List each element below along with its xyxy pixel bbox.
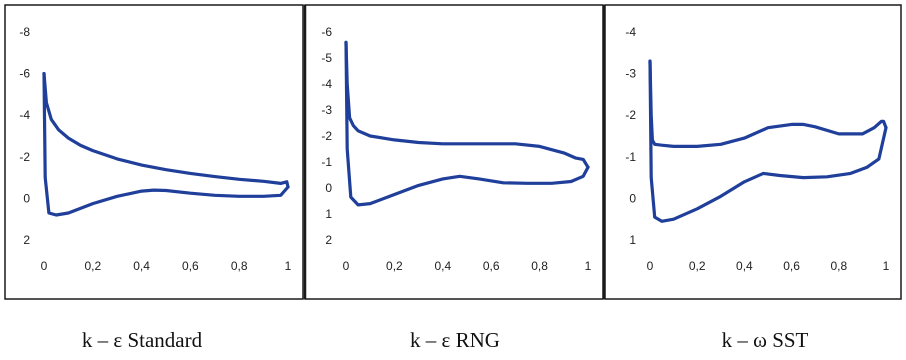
x-tick-label: 1 — [883, 259, 890, 273]
y-tick-label: -3 — [625, 67, 636, 81]
y-tick-label: -2 — [19, 150, 30, 164]
y-tick-label: -6 — [19, 67, 30, 81]
y-tick-label: -4 — [625, 25, 636, 39]
y-tick-label: -5 — [321, 51, 332, 65]
caption-sst: k – ω SST — [721, 328, 809, 352]
series-line-lower — [648, 59, 888, 223]
y-tick-label: -3 — [321, 103, 332, 117]
series-line-upper — [344, 40, 590, 169]
x-tick-label: 0,8 — [531, 259, 548, 273]
y-tick-label: -6 — [321, 25, 332, 39]
x-tick-label: 0,4 — [434, 259, 451, 273]
y-tick-label: 1 — [629, 233, 636, 247]
y-tick-label: -4 — [321, 77, 332, 91]
panel-border — [4, 4, 304, 300]
series-line-upper — [42, 72, 290, 189]
x-tick-label: 0 — [647, 259, 654, 273]
series-line-lower — [42, 72, 290, 217]
y-tick-label: 0 — [629, 191, 636, 205]
y-tick-label: -1 — [321, 155, 332, 169]
series-line-upper — [648, 59, 888, 148]
y-tick-label: 0 — [325, 181, 332, 195]
y-tick-label: -8 — [19, 25, 30, 39]
x-tick-label: 0 — [343, 259, 350, 273]
caption-standard: k – ε Standard — [81, 328, 203, 352]
y-tick-label: 0 — [23, 191, 30, 205]
y-tick-label: -4 — [19, 108, 30, 122]
x-tick-label: 1 — [285, 259, 292, 273]
y-tick-label: -2 — [625, 108, 636, 122]
x-tick-label: 0,4 — [736, 259, 753, 273]
caption-rng: k – ε RNG — [410, 328, 500, 352]
x-tick-label: 1 — [585, 259, 592, 273]
x-tick-label: 0,6 — [182, 259, 199, 273]
series-line-lower — [344, 40, 590, 207]
x-tick-label: 0,8 — [231, 259, 248, 273]
x-tick-label: 0,4 — [133, 259, 150, 273]
x-tick-label: 0,8 — [830, 259, 847, 273]
y-tick-label: -1 — [625, 150, 636, 164]
x-tick-label: 0,6 — [483, 259, 500, 273]
x-tick-label: 0,6 — [783, 259, 800, 273]
y-tick-label: 1 — [325, 207, 332, 221]
y-tick-label: 2 — [23, 233, 30, 247]
x-tick-label: 0 — [41, 259, 48, 273]
x-tick-label: 0,2 — [689, 259, 706, 273]
x-tick-label: 0,2 — [386, 259, 403, 273]
y-tick-label: 2 — [325, 233, 332, 247]
x-tick-label: 0,2 — [84, 259, 101, 273]
y-tick-label: -2 — [321, 129, 332, 143]
